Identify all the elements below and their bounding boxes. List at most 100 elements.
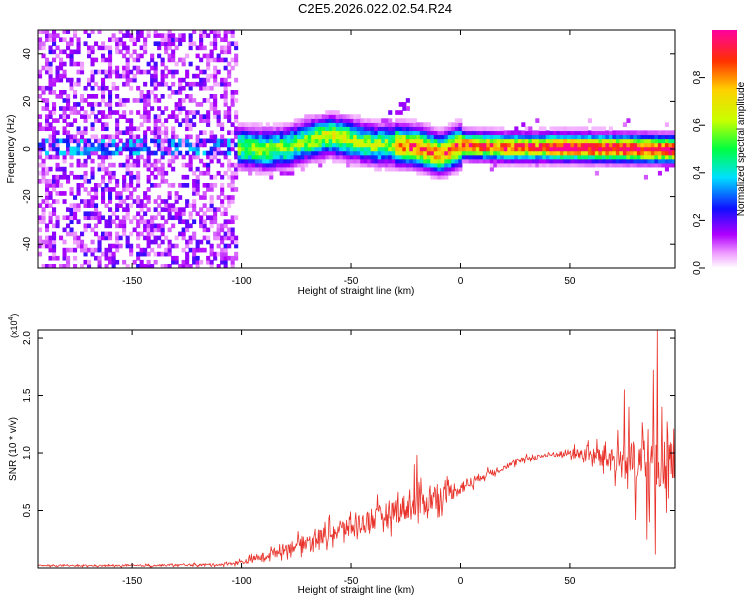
spectrogram-cell — [661, 142, 666, 148]
spectrogram-cell — [461, 142, 466, 148]
spectrogram-cell — [139, 247, 144, 253]
spectrogram-cell — [230, 199, 235, 204]
spectrogram-cell — [500, 126, 505, 132]
spectrogram-cell — [370, 126, 375, 132]
spectrogram-cell — [640, 130, 645, 136]
spectrogram-cell — [213, 45, 218, 51]
spectrogram-cell — [41, 166, 46, 172]
spectrogram-cell — [223, 223, 228, 229]
spectrogram-cell — [188, 110, 193, 115]
spectrogram-cell — [552, 134, 557, 140]
spectrogram-cell — [157, 126, 162, 132]
spectrogram-cell — [290, 138, 295, 144]
spectrogram-cell — [241, 150, 246, 156]
spectrogram-cell — [62, 255, 67, 261]
spectrogram-cell — [94, 69, 99, 75]
spectrogram-cell — [612, 146, 617, 152]
spectrogram-cell — [118, 114, 123, 119]
spectrogram-cell — [223, 65, 228, 71]
spectrogram-cell — [192, 183, 197, 188]
spectrogram-cell — [402, 106, 407, 111]
spectrogram-cell — [76, 45, 81, 51]
spectrogram-cell — [381, 158, 386, 164]
spectrogram-cell — [580, 146, 585, 152]
spectrogram-cell — [405, 118, 410, 123]
spectrogram-cell — [570, 130, 575, 136]
spectrogram-cell — [195, 247, 200, 253]
spectrogram-cell — [52, 154, 57, 160]
spectrogram-cell — [62, 126, 67, 132]
spectrogram-cell — [115, 207, 120, 212]
spectrogram-cell — [507, 154, 512, 160]
spectrogram-cell — [206, 170, 211, 176]
spectrogram-cell — [563, 138, 568, 144]
spectrogram-cell — [356, 118, 361, 123]
spectrogram-cell — [468, 138, 473, 144]
spectrogram-cell — [143, 37, 148, 43]
spectrogram-cell — [370, 162, 375, 168]
snr-multiplier-exp: 4 — [8, 316, 15, 320]
spectrogram-cell — [52, 57, 57, 63]
spectrogram-cell — [153, 150, 158, 156]
spectrogram-cell — [227, 73, 232, 79]
spectrogram-cell — [353, 158, 358, 164]
spectrogram-cell — [129, 37, 134, 43]
spectrogram-cell — [360, 150, 365, 156]
spectrogram-cell — [339, 134, 344, 140]
spectrogram-cell — [402, 138, 407, 144]
spectrogram-cell — [69, 85, 74, 91]
spectrogram-cell — [426, 130, 431, 136]
spectrogram-cell — [391, 138, 396, 144]
spectrogram-cell — [164, 118, 169, 123]
spectrogram-cell — [395, 122, 400, 127]
spectrogram-cell — [136, 183, 141, 188]
spectrogram-cell — [514, 126, 519, 132]
spectrogram-cell — [573, 158, 578, 164]
spectrogram-cell — [545, 162, 550, 168]
spectrogram-cell — [265, 150, 270, 156]
spectrogram-cell — [598, 126, 603, 132]
spectrogram-cell — [59, 49, 64, 55]
spectrogram-cell — [227, 49, 232, 55]
spectrogram-cell — [202, 130, 207, 136]
spectrogram-cell — [514, 130, 519, 136]
spectrogram-cell — [90, 73, 95, 79]
spectrogram-cell — [577, 162, 582, 168]
spectrogram-cell — [328, 118, 333, 123]
spectrogram-cell — [419, 166, 424, 172]
spectrogram-cell — [304, 158, 309, 164]
spectrogram-cell — [496, 162, 501, 168]
spectrogram-cell — [209, 187, 214, 192]
spectrogram-cell — [489, 138, 494, 144]
spectrogram-cell — [598, 150, 603, 156]
spectrogram-cell — [160, 251, 165, 257]
spectrogram-cell — [181, 33, 186, 38]
spectrogram-cell — [594, 158, 599, 164]
spectrogram-cell — [178, 98, 183, 103]
spectrogram-cell — [178, 77, 183, 83]
spectrogram-cell — [556, 150, 561, 156]
spectrogram-cell — [188, 85, 193, 91]
spectrogram-cell — [286, 166, 291, 172]
spectrogram-cell — [626, 118, 631, 123]
spectrogram-cell — [41, 146, 46, 152]
spectrogram-cell — [83, 110, 88, 115]
spectrogram-cell — [528, 154, 533, 160]
spectrogram-cell — [55, 45, 60, 51]
spectrogram-cell — [367, 142, 372, 148]
spectrogram-cell — [122, 73, 127, 79]
spectrogram-cell — [262, 158, 267, 164]
spectrogram-cell — [55, 33, 60, 38]
spectrogram-cell — [122, 146, 127, 152]
spectrogram-cell — [66, 122, 71, 127]
spectrogram-cell — [167, 203, 172, 208]
spectrogram-cell — [300, 162, 305, 168]
spectrogram-cell — [517, 134, 522, 140]
spectrogram-cell — [202, 162, 207, 168]
spectrogram-cell — [188, 142, 193, 148]
spectrogram-cell — [657, 134, 662, 140]
spectrogram-cell — [636, 142, 641, 148]
spectrogram-cell — [104, 219, 109, 225]
spectrogram-cell — [220, 142, 225, 148]
spectrogram-cell — [615, 150, 620, 156]
